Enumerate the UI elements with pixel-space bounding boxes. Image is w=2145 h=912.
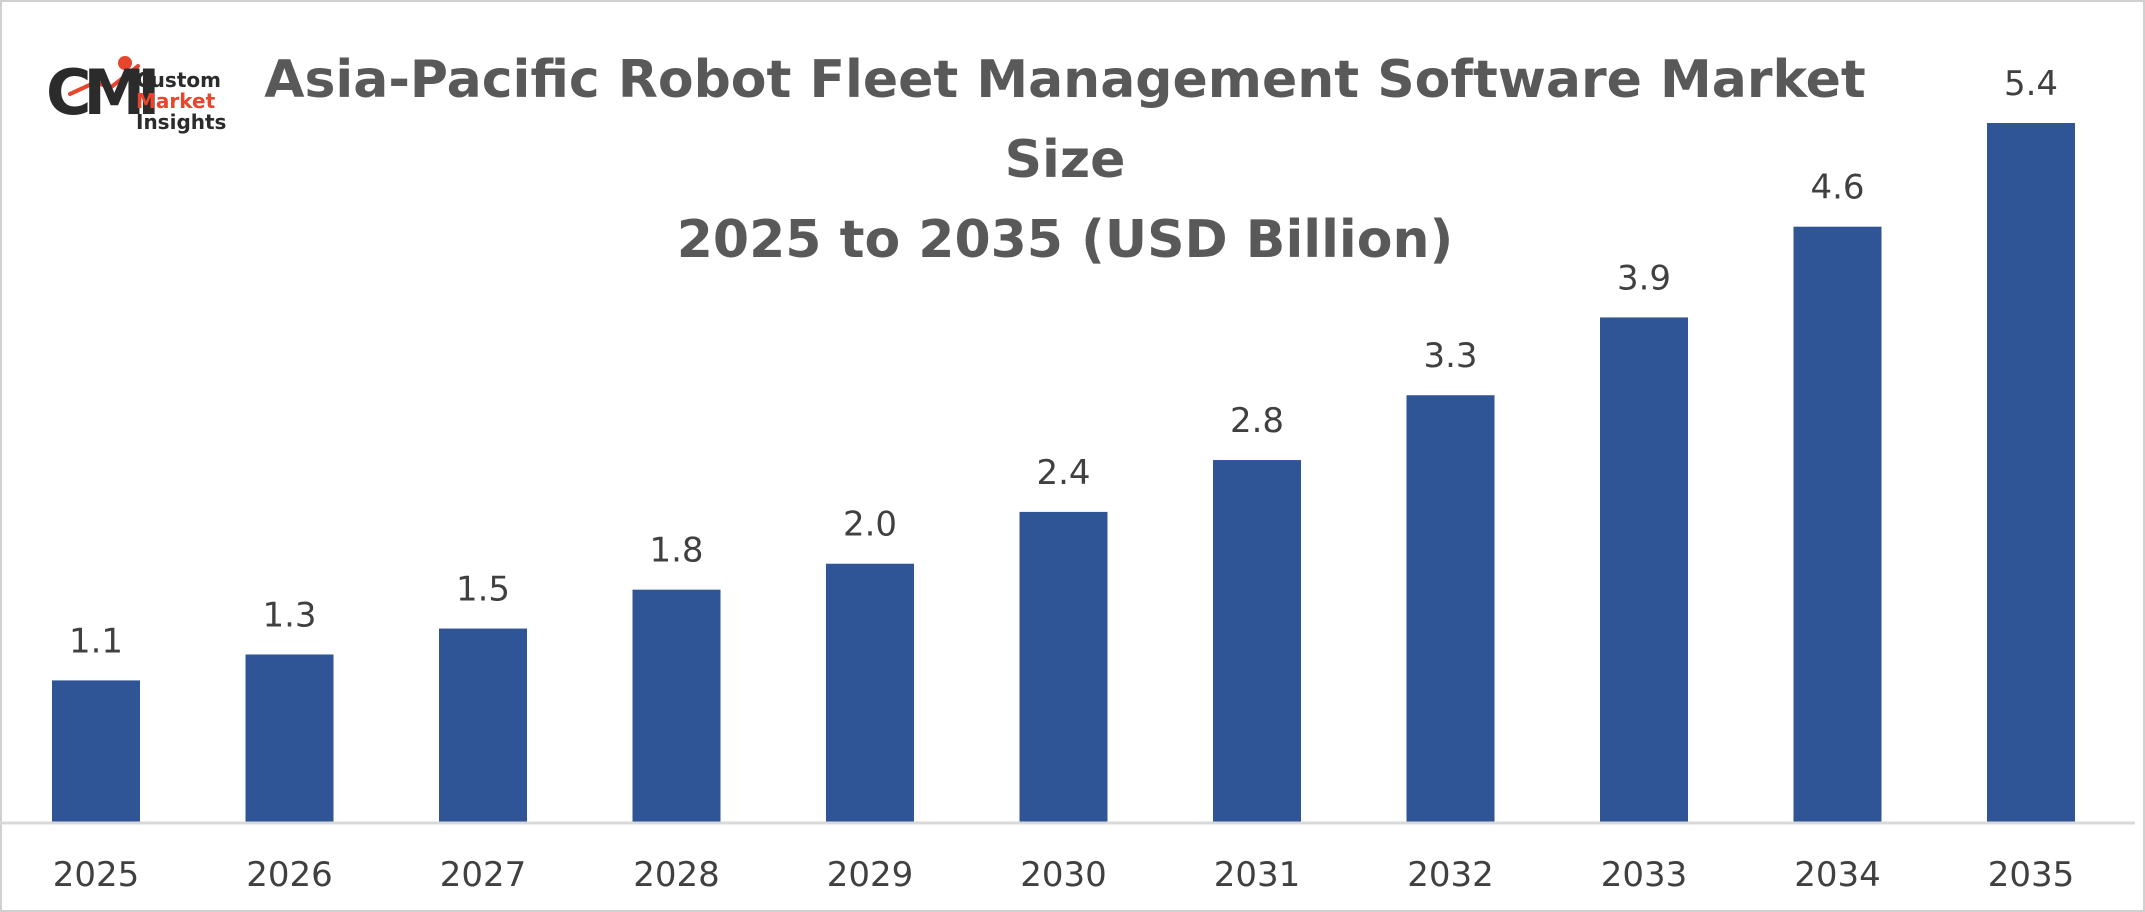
bar-2027 — [439, 628, 527, 823]
data-label-2030: 2.4 — [1036, 453, 1090, 493]
x-tick-label-2033: 2033 — [1601, 855, 1688, 895]
x-tick-labels-group: 2025 2026 2027 2028 2029 2030 2031 2032 2033 2034… — [53, 855, 2075, 895]
chart-title: Asia-Pacific Robot Fleet Management Soft… — [240, 40, 1890, 280]
logo-mark: CMI — [46, 56, 160, 129]
bars-group — [52, 123, 2075, 823]
logo-dot-icon — [118, 56, 132, 70]
logo-line-3: Insights — [136, 110, 227, 134]
x-tick-label-2034: 2034 — [1794, 855, 1881, 895]
logo-line-1: Custom — [136, 68, 221, 92]
data-label-2031: 2.8 — [1230, 401, 1284, 441]
data-label-2027: 1.5 — [456, 570, 510, 610]
bar-2032 — [1406, 395, 1495, 823]
data-label-2033: 3.9 — [1617, 258, 1671, 298]
bar-2034 — [1793, 226, 1882, 823]
x-tick-label-2025: 2025 — [53, 855, 140, 895]
logo-swoosh-icon — [68, 64, 140, 96]
x-tick-label-2031: 2031 — [1214, 855, 1301, 895]
bar-2026 — [245, 654, 334, 823]
bar-2035 — [1987, 123, 2075, 823]
bar-2028 — [632, 589, 721, 823]
x-tick-label-2032: 2032 — [1407, 855, 1494, 895]
data-label-2029: 2.0 — [843, 505, 897, 545]
chart-title-line-1: Asia-Pacific Robot Fleet Management Soft… — [264, 50, 1866, 190]
x-tick-label-2026: 2026 — [246, 855, 333, 895]
logo-line-2: Market — [136, 89, 216, 113]
bar-2030 — [1019, 511, 1108, 823]
x-tick-label-2030: 2030 — [1020, 855, 1107, 895]
logo-wordmark: Custom Market Insights — [136, 70, 226, 133]
x-tick-label-2027: 2027 — [440, 855, 527, 895]
company-logo: CMI Custom Market Insights — [46, 54, 246, 144]
x-tick-label-2029: 2029 — [827, 855, 914, 895]
chart-title-line-2: 2025 to 2035 (USD Billion) — [676, 210, 1454, 270]
bar-2033 — [1600, 317, 1688, 823]
bar-2031 — [1213, 460, 1301, 823]
data-label-2028: 1.8 — [649, 531, 703, 571]
data-label-2032: 3.3 — [1423, 336, 1477, 376]
x-tick-label-2035: 2035 — [1988, 855, 2075, 895]
data-labels-group: 1.1 1.3 1.5 1.8 2.0 2.4 2.8 3.3 3.9 4.6 5.4 — [69, 64, 2058, 661]
x-tick-label-2028: 2028 — [633, 855, 720, 895]
data-label-2034: 4.6 — [1810, 168, 1864, 208]
data-label-2025: 1.1 — [69, 621, 123, 661]
data-label-2035: 5.4 — [2004, 64, 2058, 104]
bar-2029 — [826, 563, 914, 823]
data-label-2026: 1.3 — [262, 595, 316, 635]
bar-2025 — [52, 680, 140, 823]
